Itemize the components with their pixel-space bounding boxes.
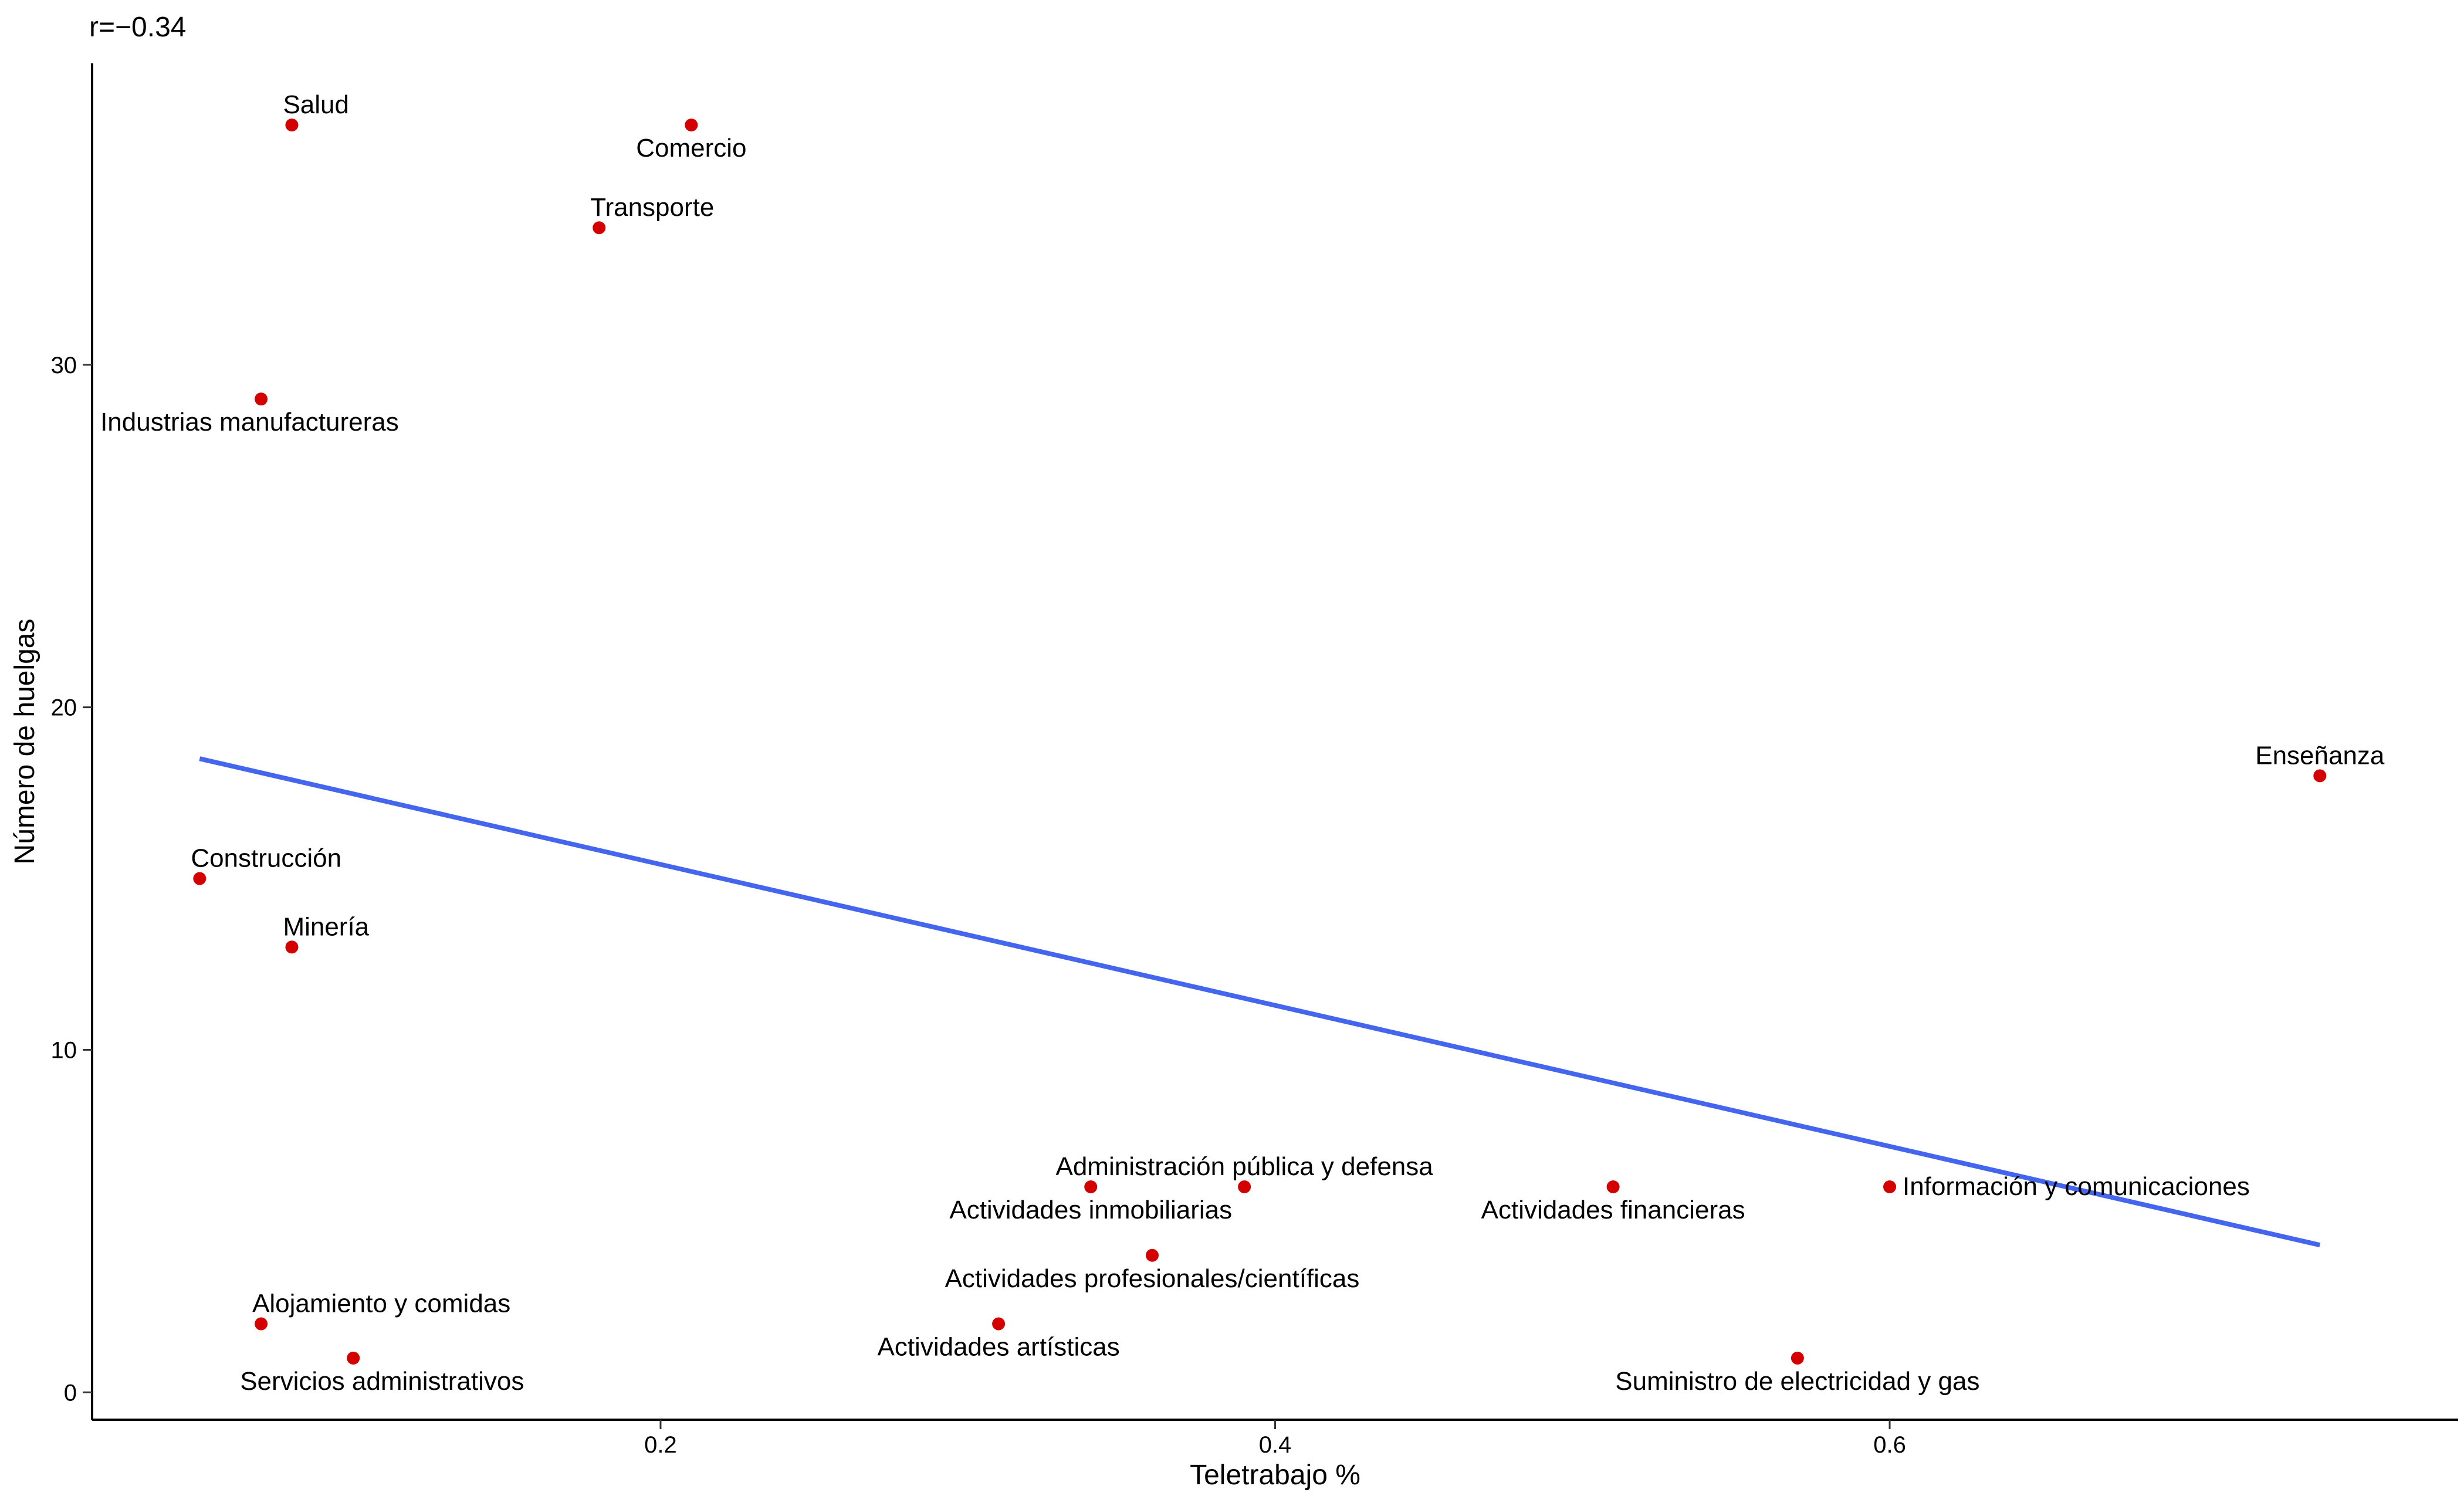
- y-tick-label: 10: [51, 1037, 77, 1063]
- point-label: Suministro de electricidad y gas: [1615, 1367, 1979, 1396]
- y-tick-label: 0: [64, 1380, 77, 1406]
- point-label: Enseñanza: [2255, 741, 2385, 770]
- y-axis-title: Número de huelgas: [9, 619, 40, 865]
- y-tick-label: 30: [51, 353, 77, 378]
- data-point: [193, 872, 207, 885]
- x-tick-label: 0.2: [644, 1432, 677, 1458]
- point-label: Alojamiento y comidas: [252, 1289, 510, 1318]
- data-point: [347, 1351, 360, 1365]
- point-label: Actividades profesionales/científicas: [945, 1264, 1360, 1293]
- trend-line-group: [199, 756, 2321, 1248]
- data-point: [1791, 1351, 1804, 1365]
- axes: 0.2 0.4 0.6 0 10 20 30: [51, 63, 2458, 1458]
- data-point: [1606, 1180, 1620, 1193]
- y-tick-label: 20: [51, 695, 77, 721]
- data-points: [193, 119, 2327, 1365]
- data-point: [593, 221, 606, 235]
- point-label: Industrias manufactureras: [100, 408, 399, 436]
- point-labels: Salud Comercio Transporte Industrias manufa…: [100, 90, 2385, 1396]
- point-label: Actividades financieras: [1481, 1196, 1745, 1224]
- point-label: Servicios administrativos: [240, 1367, 524, 1396]
- data-point: [685, 119, 698, 132]
- data-point: [285, 119, 299, 132]
- point-label: Comercio: [636, 134, 746, 163]
- point-label: Administración pública y defensa: [1055, 1152, 1433, 1181]
- data-point: [255, 392, 268, 406]
- point-label: Información y comunicaciones: [1903, 1172, 2250, 1201]
- data-point: [992, 1317, 1006, 1331]
- data-point: [255, 1317, 268, 1331]
- trend-line: [199, 756, 2321, 1248]
- x-axis-title: Teletrabajo %: [1190, 1460, 1360, 1491]
- correlation-annotation: r=−0.34: [89, 12, 186, 43]
- point-label: Actividades artísticas: [877, 1333, 1119, 1362]
- point-label: Salud: [283, 90, 349, 119]
- point-label: Actividades inmobiliarias: [949, 1196, 1232, 1224]
- point-label: Transporte: [590, 193, 714, 222]
- data-point: [285, 940, 299, 954]
- x-tick-label: 0.4: [1259, 1432, 1292, 1458]
- data-point: [2313, 769, 2327, 783]
- point-label: Construcción: [191, 844, 341, 873]
- data-point: [1238, 1180, 1251, 1193]
- data-point: [1145, 1248, 1159, 1262]
- data-point: [1883, 1180, 1897, 1193]
- x-tick-label: 0.6: [1873, 1432, 1906, 1458]
- point-label: Minería: [283, 912, 369, 941]
- data-point: [1084, 1180, 1098, 1193]
